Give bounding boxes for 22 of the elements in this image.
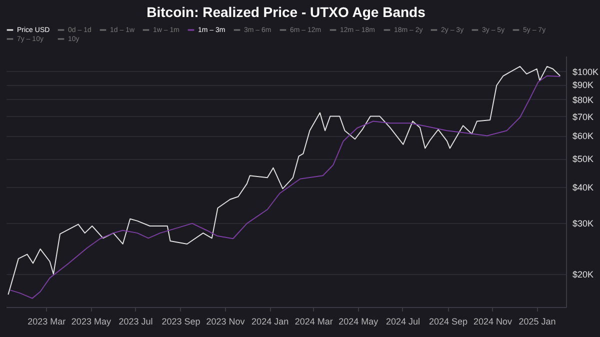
x-tick-label: 2024 May xyxy=(338,316,379,326)
x-tick-label: 2023 May xyxy=(71,316,112,326)
x-tick-label: 2024 Jul xyxy=(386,316,420,326)
x-tick-label: 2024 Sep xyxy=(428,316,468,326)
chart-title: Bitcoin: Realized Price - UTXO Age Bands xyxy=(146,4,426,20)
y-tick-label: $70K xyxy=(572,112,594,122)
x-tick-label: 2024 Mar xyxy=(294,316,333,326)
y-tick-label: $50K xyxy=(572,154,594,164)
x-tick-label: 2025 Jan xyxy=(518,316,556,326)
x-tick-label: 2023 Nov xyxy=(206,316,246,326)
y-tick-label: $40K xyxy=(572,182,594,192)
x-tick-label: 2024 Jan xyxy=(252,316,289,326)
y-tick-label: $30K xyxy=(572,218,594,229)
y-tick-label: $60K xyxy=(572,131,594,142)
x-tick-label: 2023 Jul xyxy=(118,316,153,326)
x-tick-label: 2024 Nov xyxy=(473,316,513,326)
y-tick-label: $90K xyxy=(572,80,594,90)
x-tick-label: 2023 Sep xyxy=(162,316,200,326)
y-tick-label: $100K xyxy=(572,66,599,77)
x-tick-label: 2023 Mar xyxy=(28,316,66,326)
y-tick-label: $80K xyxy=(572,94,594,105)
y-tick-label: $20K xyxy=(572,270,594,280)
